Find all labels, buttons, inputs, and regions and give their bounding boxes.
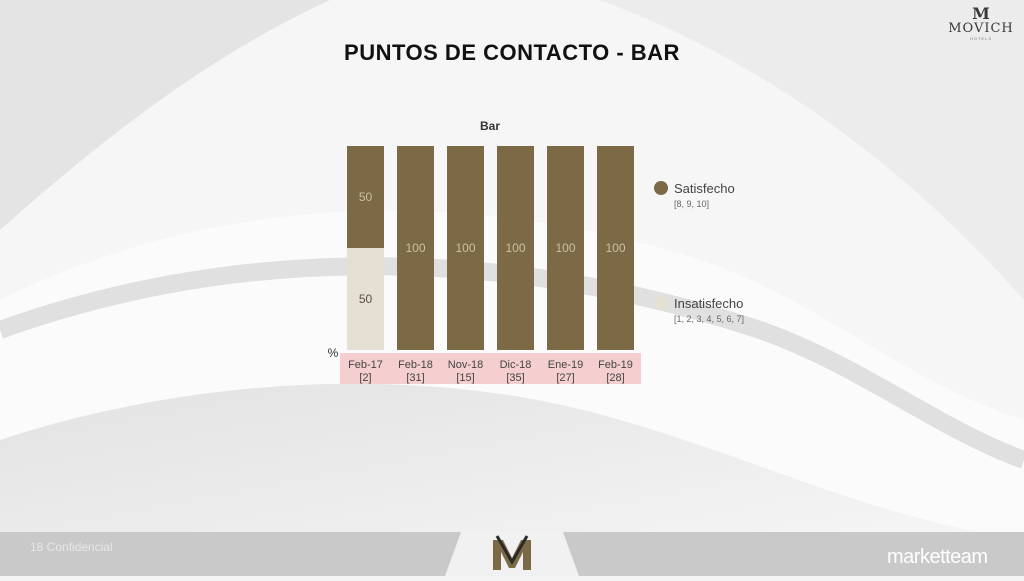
x-tick-count: [31] bbox=[406, 372, 424, 384]
legend-swatch bbox=[654, 296, 668, 310]
legend-note: [1, 2, 3, 4, 5, 6, 7] bbox=[674, 314, 744, 324]
bar-segment bbox=[597, 146, 634, 350]
bar-segment bbox=[547, 146, 584, 350]
data-label: 100 bbox=[405, 241, 425, 255]
data-label: 100 bbox=[555, 241, 575, 255]
x-tick-label: Ene-19 bbox=[548, 359, 583, 371]
x-tick-label: Feb-18 bbox=[398, 359, 433, 371]
footer-page-label: 18 Confidencial bbox=[30, 540, 113, 554]
legend-label: Satisfecho bbox=[674, 181, 735, 196]
legend-label: Insatisfecho bbox=[674, 296, 743, 311]
page-title: PUNTOS DE CONTACTO - BAR bbox=[344, 40, 680, 65]
logo-name: MOVICH bbox=[948, 21, 1014, 36]
bar-segment bbox=[347, 248, 384, 350]
y-axis-label: % bbox=[328, 346, 339, 360]
legend-note: [8, 9, 10] bbox=[674, 199, 709, 209]
x-tick-count: [2] bbox=[359, 372, 371, 384]
x-tick-label: Feb-19 bbox=[598, 359, 633, 371]
x-tick-label: Nov-18 bbox=[448, 359, 483, 371]
bar-segment bbox=[497, 146, 534, 350]
bar-segment bbox=[397, 146, 434, 350]
x-tick-count: [15] bbox=[456, 372, 474, 384]
logo-mark: M bbox=[972, 4, 990, 23]
movich-logo: M MOVICH HOTELS bbox=[944, 6, 1018, 42]
logo-sub: HOTELS bbox=[969, 36, 992, 41]
data-label: 50 bbox=[359, 190, 373, 204]
footer-brand: marketteam bbox=[887, 546, 988, 568]
x-tick-label: Feb-17 bbox=[348, 359, 383, 371]
movich-monogram-icon bbox=[493, 535, 531, 570]
bar-segment bbox=[447, 146, 484, 350]
data-label: 100 bbox=[505, 241, 525, 255]
bar-segment bbox=[347, 146, 384, 248]
chart-title: Bar bbox=[480, 119, 500, 133]
data-label: 100 bbox=[455, 241, 475, 255]
x-tick-count: [35] bbox=[506, 372, 524, 384]
legend-swatch bbox=[654, 181, 668, 195]
x-tick-label: Dic-18 bbox=[500, 359, 532, 371]
footer-logo-panel bbox=[445, 532, 579, 576]
x-axis-band bbox=[340, 353, 641, 384]
data-label: 100 bbox=[605, 241, 625, 255]
x-tick-count: [28] bbox=[606, 372, 624, 384]
data-label: 50 bbox=[359, 292, 373, 306]
x-tick-count: [27] bbox=[556, 372, 574, 384]
